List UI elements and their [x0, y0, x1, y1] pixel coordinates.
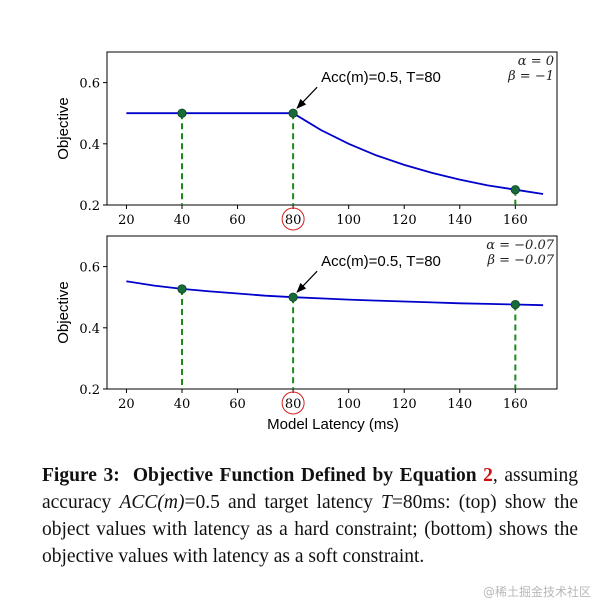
plot-frame [106, 235, 558, 390]
data-point-marker [288, 292, 298, 302]
caption-title: Objective Function Defined by Equation [132, 465, 477, 486]
data-point-marker [177, 284, 187, 294]
y-axis-label: Objective [55, 97, 72, 160]
highlight-circle [281, 391, 305, 415]
caption-text-2: =0.5 and target latency [184, 492, 382, 513]
data-point-marker [510, 185, 520, 195]
x-tick-label: 160 [503, 213, 528, 228]
x-tick-label: 40 [174, 213, 191, 228]
x-tick-label: 60 [229, 397, 246, 412]
annotation-label: Acc(m)=0.5, T=80 [321, 69, 441, 86]
caption-text-3: =80ms: (top) show the object values with… [42, 492, 578, 567]
x-tick-label: 20 [118, 397, 135, 412]
watermark: @稀土掘金技术社区 [482, 585, 591, 599]
plot-frame [106, 51, 558, 206]
caption-text-1: , assuming accuracy [42, 465, 579, 513]
data-point-marker [510, 299, 520, 310]
caption-label: Figure 3: [42, 465, 120, 486]
equation-ref-link[interactable]: 2 [483, 465, 493, 486]
alpha-param: α = 0 [518, 54, 554, 69]
x-tick-label: 120 [392, 397, 417, 412]
x-tick-label: 140 [447, 397, 472, 412]
y-axis-label: Objective [55, 281, 72, 344]
x-tick-label: 60 [229, 213, 246, 228]
highlight-circle [281, 207, 305, 231]
x-tick-label: 160 [503, 397, 528, 412]
annotation-arrow [296, 270, 318, 293]
y-tick-label: 0.4 [79, 322, 100, 337]
x-tick-label: 120 [392, 213, 417, 228]
y-tick-label: 0.2 [79, 199, 100, 214]
data-point-marker [288, 108, 298, 118]
x-tick-label: 80 [285, 397, 302, 412]
beta-param: β = −0.07 [486, 253, 554, 268]
y-tick-label: 0.6 [79, 77, 100, 92]
x-tick-label: 40 [174, 397, 191, 412]
x-axis-label: Model Latency (ms) [267, 416, 399, 433]
objective-curve [126, 280, 544, 307]
annotation-label: Acc(m)=0.5, T=80 [321, 253, 441, 270]
y-tick-label: 0.6 [79, 261, 100, 276]
y-tick-label: 0.4 [79, 138, 100, 153]
objective-curve [126, 112, 544, 195]
x-tick-label: 20 [118, 213, 135, 228]
x-tick-label: 80 [285, 213, 302, 228]
bottom-chart-panel: 20 40 60 80 100 120 140 160 0.2 0.4 0.6 Objective Mo… [55, 235, 558, 433]
alpha-param: α = −0.07 [486, 238, 555, 253]
data-point-marker [177, 108, 187, 118]
x-tick-label: 100 [336, 213, 361, 228]
x-tick-label: 140 [447, 213, 472, 228]
annotation-arrow [296, 86, 318, 109]
top-chart-panel: 20 40 60 80 100 120 140 160 0.2 0.4 0.6 Objective Ac… [55, 51, 558, 231]
y-tick-label: 0.2 [79, 383, 100, 398]
caption-acc-symbol: ACC(m) [119, 492, 185, 513]
caption-t-symbol: T [381, 492, 392, 513]
figure-caption: Figure 3: Objective Function Defined by … [42, 462, 578, 570]
figure: 20 40 60 80 100 120 140 160 0.2 0.4 0.6 Objective Ac… [55, 51, 558, 433]
beta-param: β = −1 [507, 69, 554, 84]
x-tick-label: 100 [336, 397, 361, 412]
